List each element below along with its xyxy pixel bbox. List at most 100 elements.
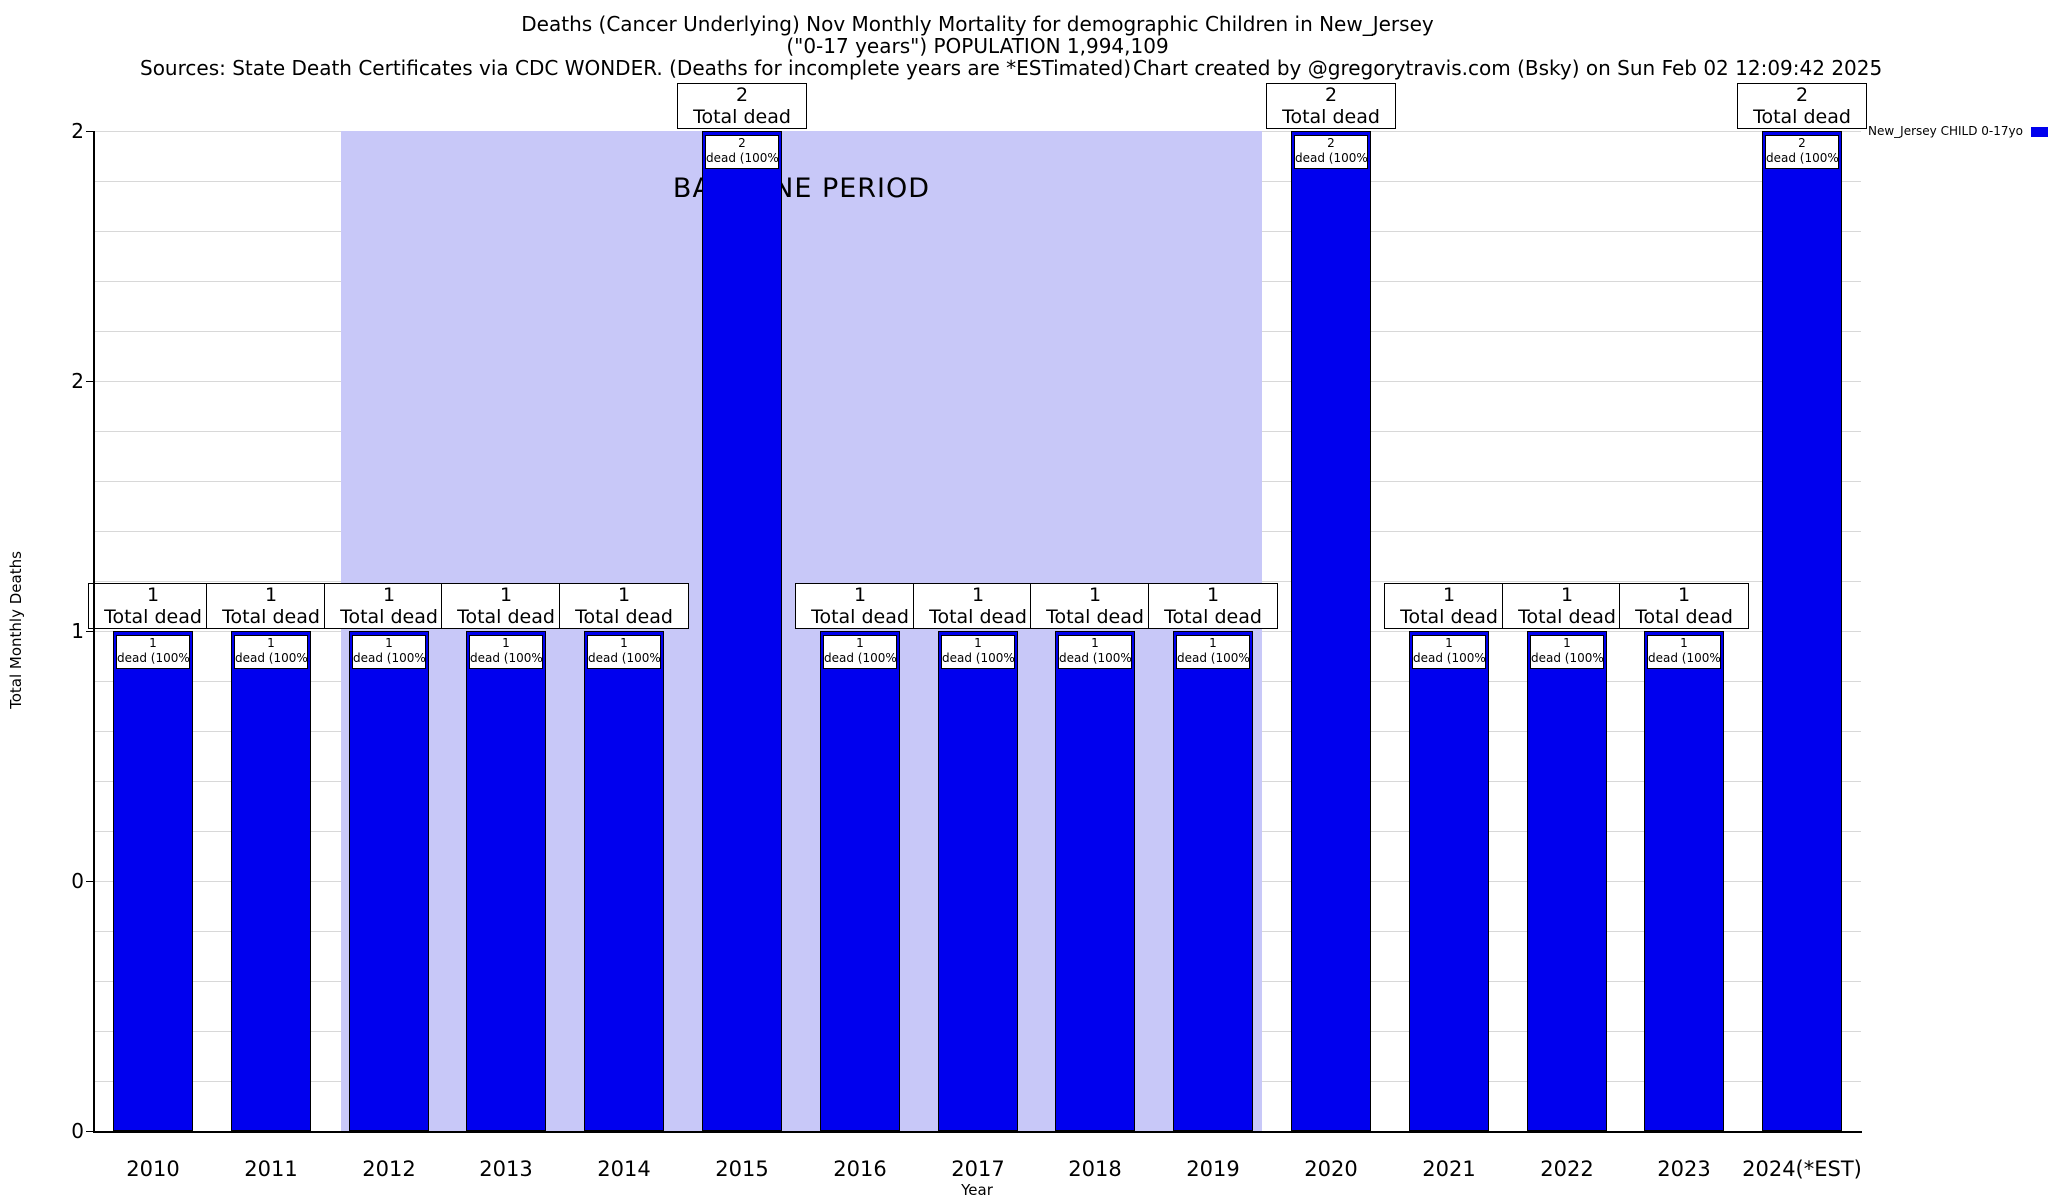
bar-inner-value: 1 (1680, 636, 1688, 650)
bar-inner-text: dead (100%) (1295, 151, 1368, 165)
legend-label: New_Jersey CHILD 0-17yo (1868, 124, 2023, 138)
bar-total-text: Total dead (1282, 106, 1380, 128)
bar-total-value: 1 (382, 584, 396, 606)
bar-inner-label: 1 dead (100%) (1647, 635, 1721, 669)
x-tick-label: 2022 (1540, 1157, 1594, 1181)
bar-inner-text: dead (100%) (235, 651, 308, 665)
bar-inner-value: 1 (149, 636, 157, 650)
bar-inner-text: dead (100%) (588, 651, 661, 665)
bar (113, 631, 193, 1131)
bar-inner-label: 1 dead (100%) (352, 635, 426, 669)
bar-total-label: 1 Total dead (88, 583, 218, 629)
y-axis-title: Total Monthly Deaths (7, 551, 25, 709)
bar-total-label: 1 Total dead (206, 583, 336, 629)
bar-inner-text: dead (100%) (470, 651, 543, 665)
y-tick-label: 0 (71, 1119, 84, 1143)
x-tick-label: 2012 (362, 1157, 416, 1181)
bar-inner-text: dead (100%) (1177, 651, 1250, 665)
bar-total-text: Total dead (1164, 606, 1262, 628)
bar-total-text: Total dead (340, 606, 438, 628)
bar (1409, 631, 1489, 1131)
bar-total-text: Total dead (1753, 106, 1851, 128)
bar-inner-label: 1 dead (100%) (469, 635, 543, 669)
bar-inner-value: 1 (385, 636, 393, 650)
legend: New_Jersey CHILD 0-17yo (1868, 124, 2048, 138)
x-axis-line (93, 1131, 1862, 1133)
bar-inner-value: 1 (1563, 636, 1571, 650)
baseline-period-label: BASELINE PERIOD (672, 173, 931, 204)
bar-total-value: 1 (1206, 584, 1220, 606)
bar-inner-text: dead (100%) (1766, 151, 1839, 165)
bar-total-label: 2 Total dead (677, 83, 807, 129)
x-tick-label: 2020 (1304, 1157, 1358, 1181)
bar-total-value: 1 (1088, 584, 1102, 606)
bar-inner-label: 1 dead (100%) (823, 635, 897, 669)
bar (702, 131, 782, 1131)
bar-inner-label: 1 dead (100%) (1176, 635, 1250, 669)
bar-inner-text: dead (100%) (353, 651, 426, 665)
bar-total-label: 1 Total dead (1502, 583, 1632, 629)
bar-total-text: Total dead (1635, 606, 1733, 628)
x-tick-label: 2010 (126, 1157, 180, 1181)
bar-total-label: 1 Total dead (1148, 583, 1278, 629)
bar-total-value: 1 (499, 584, 513, 606)
bar-total-label: 1 Total dead (324, 583, 454, 629)
bar-inner-value: 1 (974, 636, 982, 650)
bar-total-label: 1 Total dead (1619, 583, 1749, 629)
bar-inner-label: 1 dead (100%) (1412, 635, 1486, 669)
bar-inner-value: 2 (1798, 136, 1806, 150)
bar-total-value: 2 (735, 84, 749, 106)
bar-total-text: Total dead (575, 606, 673, 628)
bar-inner-value: 1 (267, 636, 275, 650)
bar-total-text: Total dead (457, 606, 555, 628)
x-tick-label: 2011 (244, 1157, 298, 1181)
bar-total-label: 1 Total dead (795, 583, 925, 629)
bar-total-text: Total dead (1046, 606, 1144, 628)
bar-inner-label: 2 dead (100%) (1765, 135, 1839, 169)
bar (1762, 131, 1842, 1131)
bar-inner-label: 1 dead (100%) (941, 635, 1015, 669)
bar-total-label: 1 Total dead (559, 583, 689, 629)
bar-inner-label: 2 dead (100%) (1294, 135, 1368, 169)
bar (1527, 631, 1607, 1131)
bar-inner-label: 1 dead (100%) (116, 635, 190, 669)
bar (820, 631, 900, 1131)
bar-inner-text: dead (100%) (706, 151, 779, 165)
bar-total-label: 2 Total dead (1737, 83, 1867, 129)
chart-sources-note: Sources: State Death Certificates via CD… (140, 56, 1132, 80)
bar-total-label: 1 Total dead (1384, 583, 1514, 629)
bar-inner-text: dead (100%) (1413, 651, 1486, 665)
bar-inner-value: 1 (1091, 636, 1099, 650)
bar-inner-label: 1 dead (100%) (1058, 635, 1132, 669)
x-tick-label: 2015 (715, 1157, 769, 1181)
bar-inner-text: dead (100%) (117, 651, 190, 665)
bar-inner-label: 1 dead (100%) (1530, 635, 1604, 669)
bar-total-text: Total dead (811, 606, 909, 628)
bar (584, 631, 664, 1131)
bar-inner-text: dead (100%) (1648, 651, 1721, 665)
bar-total-text: Total dead (1400, 606, 1498, 628)
bar-inner-label: 2 dead (100%) (705, 135, 779, 169)
x-tick-label: 2024(*EST) (1742, 1157, 1862, 1181)
bar (466, 631, 546, 1131)
bar-inner-text: dead (100%) (1531, 651, 1604, 665)
bar-total-value: 1 (1442, 584, 1456, 606)
x-axis-title: Year (961, 1181, 993, 1199)
x-tick-label: 2023 (1657, 1157, 1711, 1181)
bar-total-label: 2 Total dead (1266, 83, 1396, 129)
bar (1055, 631, 1135, 1131)
x-tick-label: 2019 (1186, 1157, 1240, 1181)
bar-total-text: Total dead (929, 606, 1027, 628)
bar (231, 631, 311, 1131)
bar-inner-label: 1 dead (100%) (234, 635, 308, 669)
bar-total-value: 1 (264, 584, 278, 606)
bar-inner-value: 2 (1327, 136, 1335, 150)
bar-total-value: 1 (1560, 584, 1574, 606)
x-tick-label: 2018 (1068, 1157, 1122, 1181)
y-tick-label: 0 (71, 869, 84, 893)
x-tick-label: 2021 (1422, 1157, 1476, 1181)
bar-inner-value: 1 (856, 636, 864, 650)
bar-inner-value: 1 (502, 636, 510, 650)
bar-total-label: 1 Total dead (1030, 583, 1160, 629)
bar-inner-text: dead (100%) (1059, 651, 1132, 665)
